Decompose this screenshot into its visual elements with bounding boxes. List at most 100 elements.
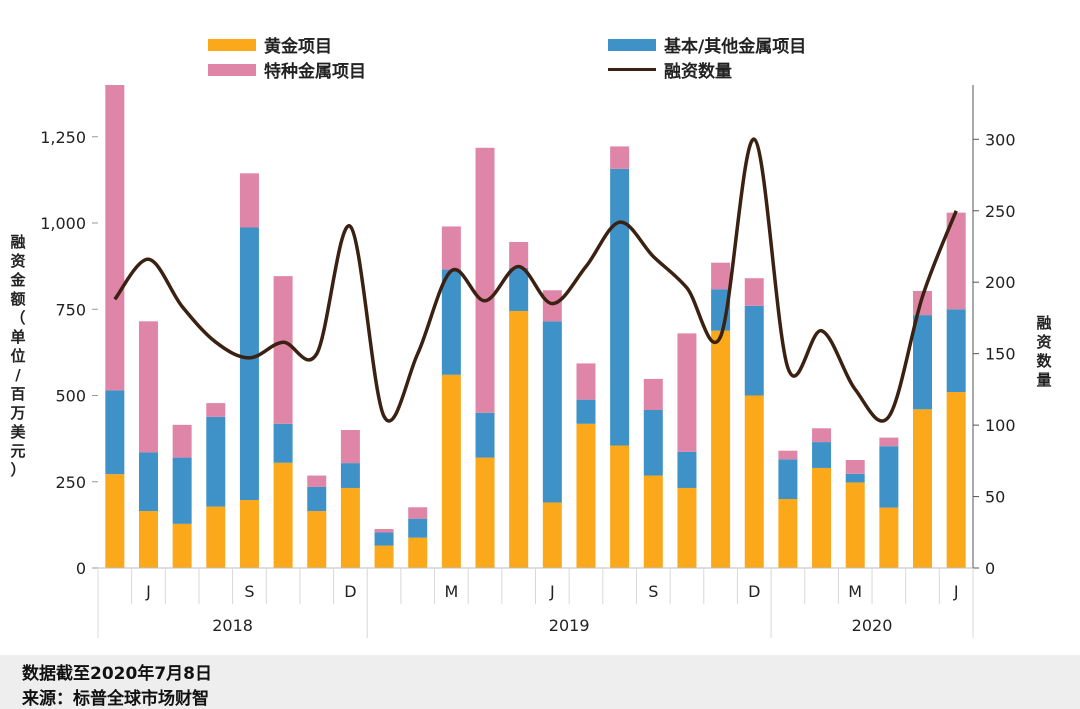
x-axis-month-label: D: [344, 582, 356, 601]
bar-gold-2019-11: [711, 330, 731, 568]
legend-count-swatch: [608, 68, 656, 71]
bar-gold-2020-03: [845, 482, 865, 568]
right-axis-tick-label: 50: [985, 488, 1005, 507]
line-layer: [113, 137, 958, 423]
bar-gold-2019-02: [408, 537, 428, 568]
bar-gold-2018-05: [105, 474, 125, 568]
bar-gold-2020-06: [946, 392, 966, 568]
bar-special-2019-07: [576, 363, 596, 400]
bar-gold-2018-12: [340, 487, 360, 568]
legend-base-swatch: [608, 38, 656, 51]
bar-base-2020-01: [778, 459, 798, 499]
bar-gold-2020-02: [812, 467, 832, 568]
bar-base-2020-03: [845, 473, 865, 483]
bar-special-2019-04: [475, 147, 495, 413]
bar-base-2019-02: [408, 518, 428, 538]
x-axis-year-label: 2019: [549, 616, 590, 635]
legend-base: 基本/其他金属项目: [608, 32, 806, 57]
bar-special-2020-04: [879, 437, 899, 447]
bars-layer: [105, 85, 966, 568]
chart-panel: 0 250 500 750 1,000 1,250 0 50 100 150 200 250 300 J S…: [0, 0, 1080, 655]
bar-base-2018-07: [172, 457, 192, 524]
right-axis-tick-label: 0: [985, 559, 995, 578]
bar-base-2020-04: [879, 446, 899, 508]
bar-base-2019-12: [744, 305, 764, 396]
bar-gold-2019-08: [610, 445, 630, 568]
bar-base-2019-05: [509, 267, 529, 311]
chart-svg: 0 250 500 750 1,000 1,250 0 50 100 150 200 250 300 J S…: [40, 85, 1016, 638]
left-axis-tick-label: 1,250: [40, 128, 86, 147]
bar-gold-2018-09: [239, 500, 259, 568]
bar-base-2019-07: [576, 399, 596, 424]
bar-special-2020-02: [812, 428, 832, 443]
bar-base-2019-09: [643, 409, 663, 476]
bar-gold-2018-08: [206, 506, 226, 568]
bar-special-2019-05: [509, 241, 529, 268]
x-axis-month-label: J: [549, 582, 555, 601]
left-axis-title: 融资金额（单位 / 百万美元）: [10, 233, 26, 479]
x-axis-month-label: J: [953, 582, 959, 601]
bar-base-2019-06: [542, 321, 562, 503]
legend-base-label: 基本/其他金属项目: [664, 37, 807, 57]
bar-base-2018-06: [138, 452, 158, 512]
right-axis-title: 融资数量: [1036, 314, 1052, 389]
left-axis-tick-label: 500: [55, 387, 86, 406]
bar-special-2019-02: [408, 507, 428, 519]
right-axis-tick-label: 200: [985, 273, 1016, 292]
bar-special-2018-05: [105, 85, 125, 391]
bar-gold-2019-03: [441, 374, 461, 568]
bar-special-2018-07: [172, 424, 192, 458]
bar-special-2019-10: [677, 333, 697, 452]
bar-base-2019-10: [677, 451, 697, 488]
bar-special-2019-03: [441, 226, 461, 270]
right-axis-tick-label: 150: [985, 345, 1016, 364]
legend-special-label: 特种金属项目: [264, 62, 366, 82]
legend-gold-label: 黄金项目: [264, 37, 332, 57]
legend-count-label: 融资数量: [664, 62, 732, 82]
bar-special-2018-10: [273, 276, 293, 424]
bar-gold-2020-04: [879, 507, 899, 568]
footer-source: 来源：标普全球市场财智: [22, 689, 209, 709]
legend-special: 特种金属项目: [208, 57, 366, 82]
bar-base-2018-12: [340, 463, 360, 488]
legend-special-swatch: [208, 63, 256, 76]
bar-special-2019-12: [744, 278, 764, 306]
x-axis-month-label: S: [648, 582, 658, 601]
left-axis-tick-label: 250: [55, 473, 86, 492]
bar-base-2018-10: [273, 423, 293, 463]
left-axis-tick-label: 1,000: [40, 214, 86, 233]
bar-special-2020-06: [946, 212, 966, 310]
bar-base-2020-02: [812, 442, 832, 468]
bar-special-2018-06: [138, 321, 158, 453]
bar-gold-2020-05: [913, 409, 933, 568]
x-axis-month-label: M: [444, 582, 458, 601]
bar-special-2019-09: [643, 378, 663, 410]
bar-gold-2019-10: [677, 487, 697, 568]
legend-gold-swatch: [208, 38, 256, 51]
bar-gold-2019-09: [643, 475, 663, 568]
bar-special-2020-03: [845, 460, 865, 474]
bar-special-2019-11: [711, 262, 731, 290]
bar-special-2018-09: [239, 173, 259, 228]
bar-gold-2019-05: [509, 310, 529, 568]
bar-base-2020-05: [913, 315, 933, 410]
right-axis-tick-label: 250: [985, 202, 1016, 221]
x-axis-year-label: 2018: [212, 616, 253, 635]
legend-count: 融资数量: [608, 57, 732, 82]
bar-base-2018-09: [239, 227, 259, 501]
bar-base-2019-04: [475, 412, 495, 458]
left-axis-tick-label: 0: [76, 559, 86, 578]
bar-base-2019-03: [441, 269, 461, 375]
axes-layer: 0 250 500 750 1,000 1,250 0 50 100 150 200 250 300 J S…: [40, 85, 1016, 638]
bar-gold-2018-06: [138, 511, 158, 568]
bar-base-2020-06: [946, 309, 966, 393]
bar-gold-2018-07: [172, 523, 192, 568]
bar-gold-2019-04: [475, 457, 495, 568]
bar-special-2019-06: [542, 290, 562, 322]
left-axis-tick-label: 750: [55, 300, 86, 319]
bar-base-2019-01: [374, 532, 394, 546]
bar-special-2018-11: [307, 475, 327, 487]
right-axis-tick-label: 100: [985, 416, 1016, 435]
bar-gold-2019-12: [744, 395, 764, 568]
bar-special-2018-12: [340, 430, 360, 464]
